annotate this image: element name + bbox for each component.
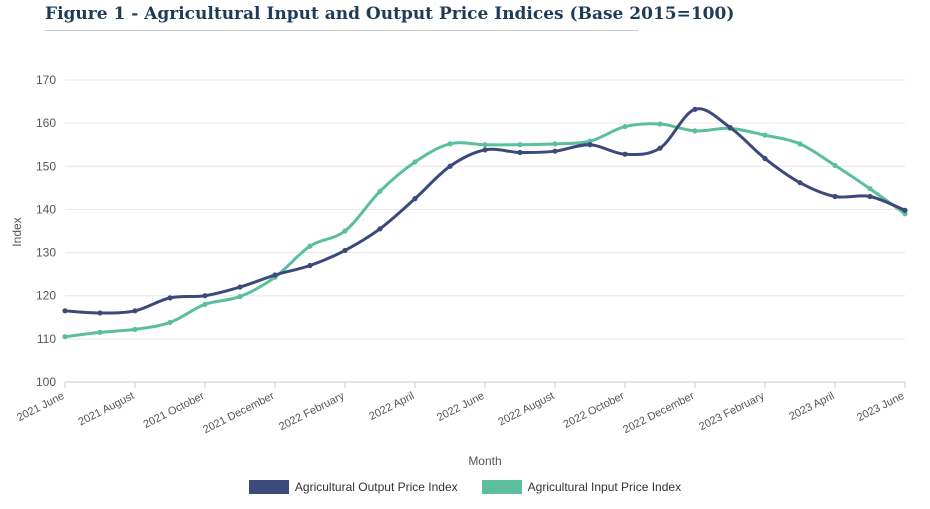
y-tick-label: 120 [36, 289, 56, 303]
data-point[interactable] [412, 159, 418, 165]
data-point[interactable] [482, 142, 488, 148]
data-point[interactable] [832, 193, 838, 200]
grid-lines [65, 79, 905, 383]
data-point[interactable] [692, 106, 698, 112]
data-point[interactable] [727, 124, 733, 131]
data-point[interactable] [447, 141, 453, 147]
data-point[interactable] [97, 329, 103, 335]
y-axis-ticks: 100 110 120 130 140 150 160 170 [36, 73, 56, 389]
data-point[interactable] [622, 123, 628, 130]
data-point[interactable] [867, 193, 873, 200]
data-point[interactable] [762, 132, 768, 138]
data-point[interactable] [482, 147, 488, 153]
data-point[interactable] [377, 188, 383, 194]
x-tick-label: 2021 August [76, 390, 136, 428]
x-tick-label: 2021 June [15, 390, 66, 424]
legend: Agricultural Output Price Index Agricult… [0, 480, 930, 494]
y-tick-label: 160 [36, 116, 56, 130]
data-point[interactable] [307, 243, 313, 249]
series-output [62, 106, 908, 316]
data-point[interactable] [342, 228, 348, 234]
legend-swatch-input [481, 480, 522, 494]
data-point[interactable] [517, 149, 523, 156]
data-point[interactable] [237, 284, 243, 290]
data-point[interactable] [797, 180, 803, 186]
legend-item-input[interactable]: Agricultural Input Price Index [481, 480, 682, 494]
x-tick-label: 2022 December [621, 390, 696, 436]
data-point[interactable] [307, 262, 313, 269]
y-tick-label: 170 [36, 73, 56, 87]
data-point[interactable] [202, 301, 208, 307]
data-point[interactable] [552, 141, 558, 147]
data-point[interactable] [62, 308, 68, 314]
x-tick-label: 2022 August [496, 390, 556, 428]
x-tick-label: 2022 February [277, 390, 347, 433]
data-point[interactable] [202, 293, 208, 299]
legend-label-input: Agricultural Input Price Index [527, 480, 682, 494]
data-point[interactable] [412, 196, 418, 202]
legend-swatch-output [248, 480, 289, 494]
legend-item-output[interactable]: Agricultural Output Price Index [248, 480, 458, 494]
data-point[interactable] [167, 319, 173, 326]
data-point[interactable] [237, 293, 243, 300]
data-point[interactable] [62, 334, 68, 340]
data-point[interactable] [342, 247, 348, 254]
x-tick-label: 2022 June [435, 390, 486, 424]
data-point[interactable] [272, 272, 278, 278]
chart-title: Figure 1 - Agricultural Input and Output… [45, 4, 734, 31]
x-tick-label: 2022 October [562, 390, 627, 431]
series-line[interactable] [64, 122, 906, 339]
data-point[interactable] [867, 186, 873, 192]
x-tick-label: 2021 December [201, 390, 276, 436]
y-tick-label: 100 [36, 375, 56, 389]
y-tick-label: 140 [36, 202, 56, 216]
series-group [62, 106, 908, 340]
data-point[interactable] [832, 162, 838, 169]
data-point[interactable] [97, 310, 103, 316]
data-point[interactable] [622, 151, 628, 157]
y-tick-label: 110 [37, 332, 56, 346]
x-tick-label: 2022 April [367, 390, 416, 423]
x-tick-label: 2023 June [855, 390, 906, 424]
data-point[interactable] [167, 295, 173, 301]
data-point[interactable] [692, 128, 698, 134]
data-point[interactable] [132, 326, 138, 332]
x-tick-label: 2023 April [787, 390, 836, 423]
data-point[interactable] [762, 155, 768, 162]
y-tick-label: 150 [36, 159, 56, 173]
data-point[interactable] [587, 142, 593, 148]
data-point[interactable] [657, 145, 663, 151]
x-axis-label: Month [468, 454, 501, 468]
y-axis-label: Index [10, 217, 24, 246]
data-point[interactable] [377, 226, 383, 232]
x-tick-label: 2023 February [697, 390, 767, 433]
data-point[interactable] [447, 163, 453, 169]
data-point[interactable] [132, 308, 138, 314]
data-point[interactable] [797, 141, 803, 147]
y-tick-label: 130 [36, 246, 56, 260]
data-point[interactable] [902, 207, 908, 213]
series-input [62, 121, 908, 340]
data-point[interactable] [657, 121, 663, 127]
x-tick-label: 2021 October [142, 390, 207, 431]
data-point[interactable] [517, 142, 523, 148]
data-point[interactable] [552, 148, 558, 154]
legend-label-output: Agricultural Output Price Index [294, 480, 458, 494]
